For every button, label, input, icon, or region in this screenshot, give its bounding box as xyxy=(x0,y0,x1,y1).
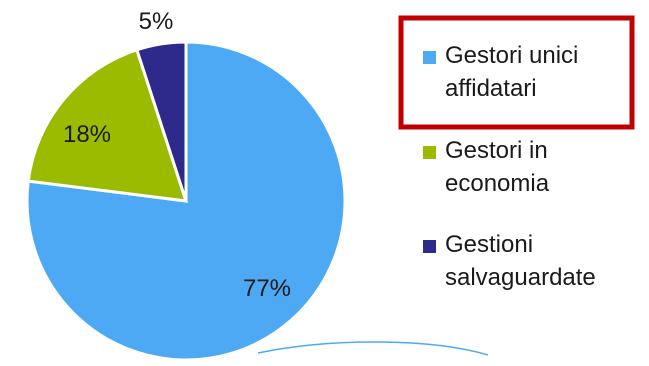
legend-marker xyxy=(423,146,436,159)
legend-label: Gestioni salvaguardate xyxy=(445,231,596,291)
pie-label-gestioni-salvaguardate: 5% xyxy=(139,8,174,35)
chart-legend: Gestori unici affidatari Gestori in economi… xyxy=(398,15,635,291)
legend-label: Gestori in economia xyxy=(445,137,550,197)
legend-label: Gestori unici affidatari xyxy=(445,42,578,102)
decorative-curve xyxy=(257,341,489,356)
pie-slice-gestori-in-economia xyxy=(26,47,189,203)
legend-label-line: Gestioni xyxy=(445,231,533,258)
legend-item-gestori-unici-affidatari: Gestori unici affidatari xyxy=(423,42,578,102)
legend-highlight-box xyxy=(398,15,635,130)
legend-item-gestori-in-economia: Gestori in economia xyxy=(423,137,550,197)
legend-label-line: affidatari xyxy=(445,75,537,102)
legend-item-gestioni-salvaguardate: Gestioni salvaguardate xyxy=(423,231,596,291)
legend-label-line: salvaguardate xyxy=(445,264,596,291)
legend-label-line: Gestori in xyxy=(445,137,548,164)
legend-marker xyxy=(423,51,436,64)
legend-marker xyxy=(423,240,436,253)
pie-label-gestori-unici-affidatari: 77% xyxy=(243,275,291,302)
pie-slice-gestioni-salvaguardate xyxy=(134,40,188,202)
pie-label-gestori-in-economia: 18% xyxy=(63,121,111,148)
pie-slice-gestori-unici-affidatari xyxy=(25,40,347,362)
legend-label-line: Gestori unici xyxy=(445,42,578,69)
legend-label-line: economia xyxy=(445,170,550,197)
pie-slices xyxy=(25,40,347,362)
pie-value-labels: 77% 18% 5% xyxy=(63,8,291,302)
